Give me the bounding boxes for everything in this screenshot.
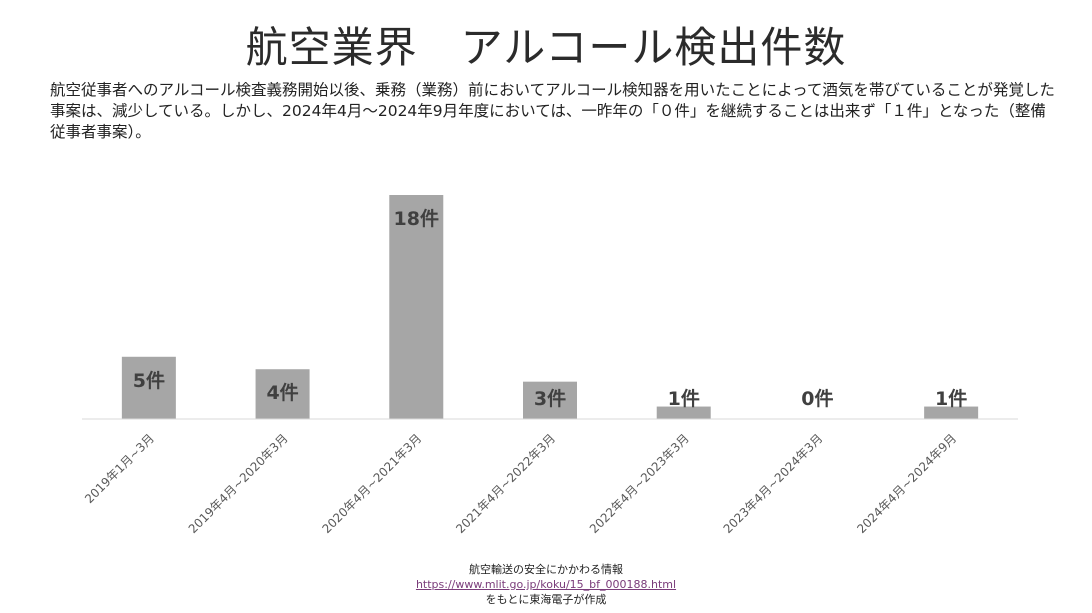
data-labels-layer: 5件 4件 18件 3件 1件 0件 1件	[133, 207, 968, 410]
bar-2	[255, 369, 310, 419]
bar-1	[121, 356, 176, 419]
source-link[interactable]: https://www.mlit.go.jp/koku/15_bf_000188…	[415, 578, 677, 591]
x-tick-labels-layer: 2019年1月~3月 2019年4月~2020年3月 2020年4月~2021年3月…	[82, 431, 959, 536]
data-label-2: 4件	[266, 381, 298, 404]
data-label-3: 18件	[394, 207, 439, 230]
x-tick-label-5: 2022年4月~2023年3月	[587, 431, 692, 536]
page-title: 航空業界 アルコール検出件数	[245, 23, 847, 72]
data-label-5: 1件	[668, 387, 700, 410]
source-note: 航空輸送の安全にかかわる情報 https://www.mlit.go.jp/ko…	[0, 562, 1092, 607]
x-tick-label-6: 2023年4月~2024年3月	[721, 431, 826, 536]
bar-3	[389, 195, 444, 419]
data-label-7: 1件	[935, 387, 967, 410]
data-label-1: 5件	[133, 369, 165, 392]
bar-7	[924, 406, 979, 419]
source-credit: をもとに東海電子が作成	[485, 593, 607, 606]
x-tick-label-1: 2019年1月~3月	[82, 431, 157, 506]
bar-4	[523, 381, 577, 419]
bars-layer	[121, 195, 979, 419]
data-label-4: 3件	[534, 387, 566, 410]
x-tick-label-7: 2024年4月~2024年9月	[854, 431, 959, 536]
bar-5	[656, 406, 711, 419]
x-tick-label-4: 2021年4月~2022年3月	[453, 431, 558, 536]
source-title: 航空輸送の安全にかかわる情報	[469, 563, 623, 576]
x-tick-label-3: 2020年4月~2021年3月	[319, 431, 424, 536]
data-label-6: 0件	[801, 387, 833, 410]
description-text: 航空従事者へのアルコール検査義務開始以後、乗務（業務）前においてアルコール検知器…	[50, 81, 1055, 141]
x-tick-label-2: 2019年4月~2020年3月	[186, 431, 291, 536]
